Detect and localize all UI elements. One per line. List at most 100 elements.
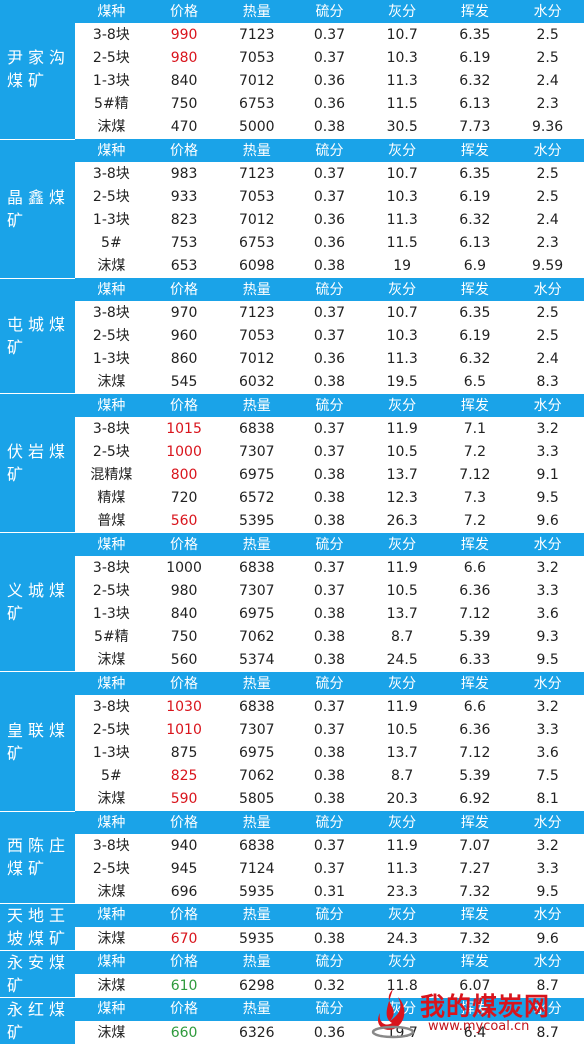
mine-name: 永红煤矿 bbox=[0, 997, 75, 1045]
coal-type: 沫煤 bbox=[97, 258, 126, 275]
cell: 2.5 bbox=[536, 188, 559, 205]
cell: 6.6 bbox=[463, 698, 486, 715]
watermark-title: 我的煤炭网 bbox=[420, 992, 551, 1021]
cell: 5.39 bbox=[459, 768, 491, 785]
cell: 1000 bbox=[166, 443, 202, 460]
cell: 0.36 bbox=[313, 212, 346, 229]
cell: 840 bbox=[170, 606, 198, 623]
cell: 590 bbox=[170, 791, 198, 808]
cell: 670 bbox=[170, 930, 198, 947]
cell: 7053 bbox=[238, 327, 275, 344]
coal-type: 1-3块 bbox=[92, 73, 130, 90]
data-row: 2-5块 1000 7307 0.37 10.5 7.2 3.3 bbox=[0, 440, 584, 463]
data-row: 普煤 560 5395 0.38 26.3 7.2 9.6 bbox=[0, 510, 584, 533]
cell: 0.37 bbox=[313, 165, 346, 182]
cell: 8.7 bbox=[391, 768, 414, 785]
cell: 6298 bbox=[238, 977, 275, 994]
cell: 3.6 bbox=[536, 606, 559, 623]
cell: 5.39 bbox=[459, 629, 491, 646]
coal-type: 沫煤 bbox=[97, 374, 126, 391]
cell: 7062 bbox=[238, 629, 275, 646]
cell: 5935 bbox=[238, 884, 275, 901]
column-header: 价格 bbox=[147, 950, 221, 975]
data-row: 5#精 750 7062 0.38 8.7 5.39 9.3 bbox=[0, 626, 584, 649]
cell: 10.5 bbox=[386, 721, 418, 738]
cell: 11.9 bbox=[386, 837, 418, 854]
column-header: 煤种 bbox=[75, 278, 148, 302]
cell: 6.19 bbox=[459, 327, 491, 344]
cell: 7.1 bbox=[463, 420, 486, 437]
cell: 9.3 bbox=[536, 629, 559, 646]
cell: 960 bbox=[170, 327, 198, 344]
cell: 875 bbox=[170, 745, 198, 762]
cell: 11.9 bbox=[386, 698, 418, 715]
mine-name: 天地王坡煤矿 bbox=[0, 903, 75, 952]
data-row: 2-5块 933 7053 0.37 10.3 6.19 2.5 bbox=[0, 185, 584, 208]
mine-name: 永安煤矿 bbox=[0, 950, 75, 999]
coal-type: 2-5块 bbox=[92, 860, 130, 877]
column-header: 硫分 bbox=[293, 278, 366, 302]
coal-type: 2-5块 bbox=[92, 49, 130, 66]
cell: 0.38 bbox=[313, 930, 346, 947]
column-header: 硫分 bbox=[293, 671, 366, 696]
cell: 10.3 bbox=[386, 327, 418, 344]
cell: 3.3 bbox=[536, 860, 559, 877]
cell: 1030 bbox=[166, 698, 202, 715]
column-header: 煤种 bbox=[75, 997, 148, 1022]
data-row: 3-8块 983 7123 0.37 10.7 6.35 2.5 bbox=[0, 162, 584, 185]
column-header: 煤种 bbox=[75, 950, 148, 975]
column-header: 挥发 bbox=[438, 532, 512, 557]
cell: 2.4 bbox=[536, 212, 559, 229]
cell: 6.36 bbox=[459, 721, 491, 738]
mine-name: 屯城煤矿 bbox=[0, 278, 75, 395]
column-header: 硫分 bbox=[293, 903, 366, 928]
column-header: 硫分 bbox=[293, 139, 366, 163]
cell: 6.19 bbox=[459, 49, 491, 66]
cell: 840 bbox=[170, 73, 198, 90]
cell: 7.3 bbox=[463, 490, 486, 507]
coal-type: 1-3块 bbox=[92, 351, 130, 368]
data-row: 3-8块 1030 6838 0.37 11.9 6.6 3.2 bbox=[0, 695, 584, 718]
cell: 2.4 bbox=[536, 73, 559, 90]
column-header: 水分 bbox=[511, 811, 584, 835]
cell: 26.3 bbox=[386, 513, 418, 530]
cell: 3.3 bbox=[536, 443, 559, 460]
column-header: 煤种 bbox=[75, 393, 148, 418]
cell: 13.7 bbox=[386, 745, 418, 762]
column-header: 硫分 bbox=[293, 393, 366, 418]
cell: 0.38 bbox=[313, 768, 346, 785]
cell: 6.13 bbox=[459, 96, 491, 113]
column-header: 水分 bbox=[511, 393, 584, 418]
coal-type: 5#精 bbox=[94, 629, 129, 646]
cell: 30.5 bbox=[386, 119, 418, 136]
data-row: 沫煤 560 5374 0.38 24.5 6.33 9.5 bbox=[0, 649, 584, 672]
column-header: 热量 bbox=[220, 997, 294, 1022]
cell: 720 bbox=[170, 490, 198, 507]
coal-type: 3-8块 bbox=[92, 698, 130, 715]
cell: 7.07 bbox=[459, 837, 491, 854]
coal-type: 3-8块 bbox=[92, 165, 130, 182]
column-header: 价格 bbox=[147, 278, 221, 302]
cell: 0.37 bbox=[313, 49, 346, 66]
cell: 983 bbox=[170, 165, 198, 182]
header-row: 永红煤矿煤种价格热量硫分灰分挥发水分 bbox=[0, 997, 584, 1045]
column-header: 水分 bbox=[511, 0, 584, 24]
cell: 470 bbox=[170, 119, 198, 136]
data-row: 沫煤 470 5000 0.38 30.5 7.73 9.36 bbox=[0, 116, 584, 139]
column-header: 热量 bbox=[220, 903, 294, 928]
column-header: 挥发 bbox=[438, 811, 512, 835]
header-row: 义城煤矿 煤种 价格 热量 硫分 灰分 挥发 水分 bbox=[0, 532, 584, 673]
cell: 11.3 bbox=[386, 860, 418, 877]
cell: 6753 bbox=[238, 235, 275, 252]
cell: 7.12 bbox=[459, 745, 491, 762]
cell: 6975 bbox=[238, 745, 275, 762]
cell: 7307 bbox=[238, 582, 275, 599]
cell: 11.8 bbox=[386, 977, 418, 994]
coal-type: 5#精 bbox=[94, 96, 129, 113]
cell: 2.3 bbox=[536, 235, 559, 252]
coal-type: 5# bbox=[101, 768, 122, 785]
cell: 933 bbox=[170, 188, 198, 205]
column-header: 灰分 bbox=[365, 671, 439, 696]
cell: 7.12 bbox=[459, 467, 491, 484]
